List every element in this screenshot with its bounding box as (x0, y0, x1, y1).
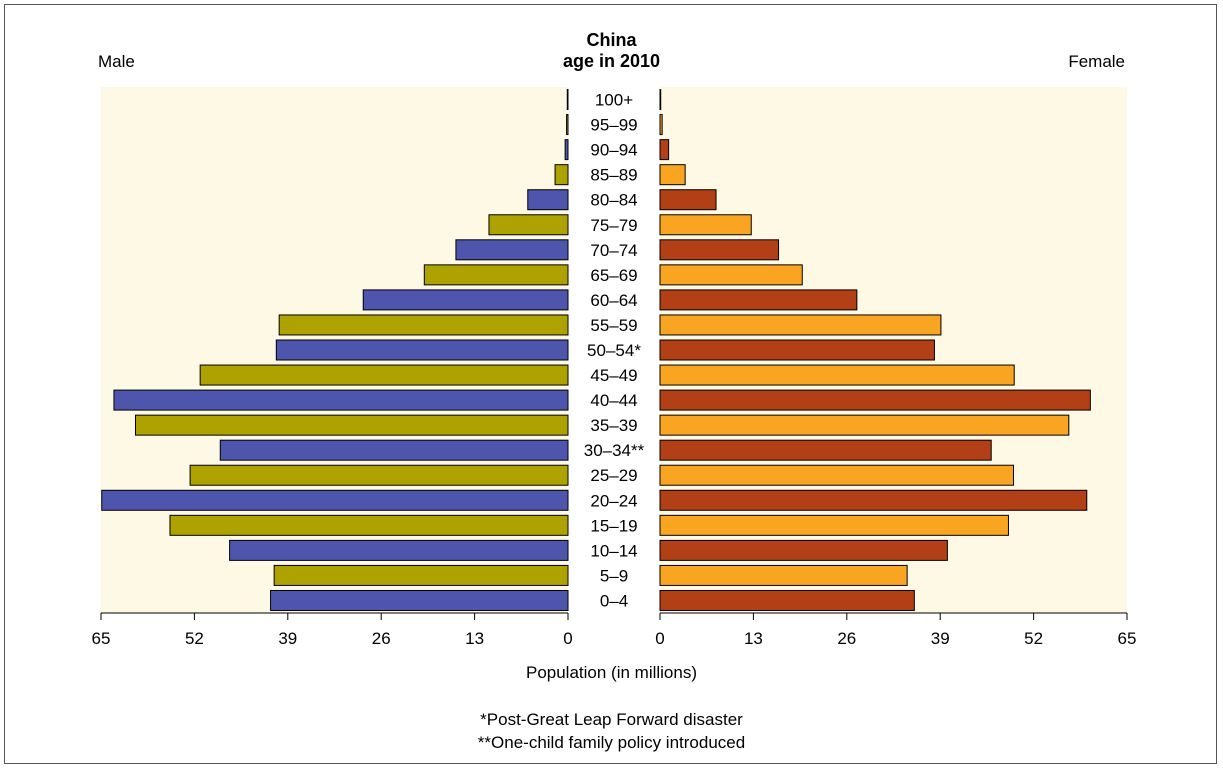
footnote-great-leap: *Post-Great Leap Forward disaster (480, 710, 743, 729)
age-group-label: 55–59 (590, 316, 637, 335)
male-x-tick-label: 0 (563, 629, 572, 648)
female-bar (659, 289, 858, 311)
male-bar (554, 164, 569, 186)
female-bar (659, 439, 992, 461)
male-bar (455, 239, 569, 261)
male-bar (113, 389, 569, 411)
male-bar (229, 539, 569, 561)
chart-subtitle: age in 2010 (562, 51, 661, 71)
female-bar (659, 314, 942, 336)
male-x-tick-label: 65 (92, 629, 111, 648)
female-bar (659, 339, 935, 361)
chart-frame (4, 4, 1217, 764)
age-group-label: 100+ (595, 91, 633, 110)
male-bar (423, 264, 569, 286)
female-bar (659, 464, 1014, 486)
male-x-tick-label: 39 (278, 629, 297, 648)
age-group-label: 50–54* (587, 341, 641, 360)
female-x-tick-label: 39 (931, 629, 950, 648)
female-bar (659, 239, 780, 261)
age-group-label: 85–89 (590, 166, 637, 185)
female-bar (659, 189, 717, 211)
male-bar (527, 189, 569, 211)
age-group-label: 30–34** (584, 441, 645, 460)
female-bar (659, 114, 663, 136)
male-bar (270, 589, 569, 611)
female-x-tick-label: 13 (744, 629, 763, 648)
male-bar (278, 314, 569, 336)
age-group-label: 65–69 (590, 266, 637, 285)
female-bar (659, 514, 1009, 536)
male-x-tick-label: 26 (372, 629, 391, 648)
male-bar (273, 564, 569, 586)
male-label: Male (98, 52, 135, 71)
female-x-tick-label: 26 (837, 629, 856, 648)
male-bar (564, 139, 569, 161)
male-bar (134, 414, 569, 436)
female-x-tick-label: 0 (655, 629, 664, 648)
age-group-label: 25–29 (590, 466, 637, 485)
age-group-label: 75–79 (590, 216, 637, 235)
female-bar (659, 214, 752, 236)
age-group-label: 0–4 (600, 591, 628, 610)
female-bar (659, 414, 1070, 436)
age-group-label: 35–39 (590, 416, 637, 435)
age-group-label: 95–99 (590, 116, 637, 135)
female-bar (659, 164, 686, 186)
female-bar (659, 89, 662, 111)
female-bar (659, 139, 670, 161)
age-group-label: 10–14 (590, 541, 637, 560)
female-bar (659, 389, 1091, 411)
male-bar (362, 289, 569, 311)
footnote-one-child: **One-child family policy introduced (477, 733, 746, 752)
age-group-label: 70–74 (590, 241, 637, 260)
female-bar (659, 264, 803, 286)
female-bar (659, 364, 1015, 386)
female-bar (659, 539, 948, 561)
age-group-label: 15–19 (590, 516, 637, 535)
age-group-label: 60–64 (590, 291, 637, 310)
male-x-tick-label: 13 (465, 629, 484, 648)
age-group-label: 20–24 (590, 491, 637, 510)
male-bar (199, 364, 569, 386)
age-group-label: 40–44 (590, 391, 637, 410)
male-bar (566, 89, 569, 111)
female-x-tick-label: 52 (1024, 629, 1043, 648)
female-bar (659, 489, 1088, 511)
male-bar (566, 114, 569, 136)
female-label: Female (1068, 52, 1125, 71)
age-group-label: 90–94 (590, 141, 637, 160)
female-bar (659, 589, 915, 611)
female-x-tick-label: 65 (1118, 629, 1137, 648)
age-group-label: 45–49 (590, 366, 637, 385)
age-group-label: 5–9 (600, 566, 628, 585)
x-axis-label: Population (in millions) (525, 663, 698, 682)
age-group-label: 80–84 (590, 191, 637, 210)
male-bar (219, 439, 569, 461)
male-bar (169, 514, 569, 536)
male-bar (189, 464, 569, 486)
male-bar (275, 339, 569, 361)
male-x-tick-label: 52 (185, 629, 204, 648)
chart-title: China (586, 30, 637, 50)
male-bar (101, 489, 569, 511)
female-bar (659, 564, 908, 586)
male-bar (488, 214, 569, 236)
